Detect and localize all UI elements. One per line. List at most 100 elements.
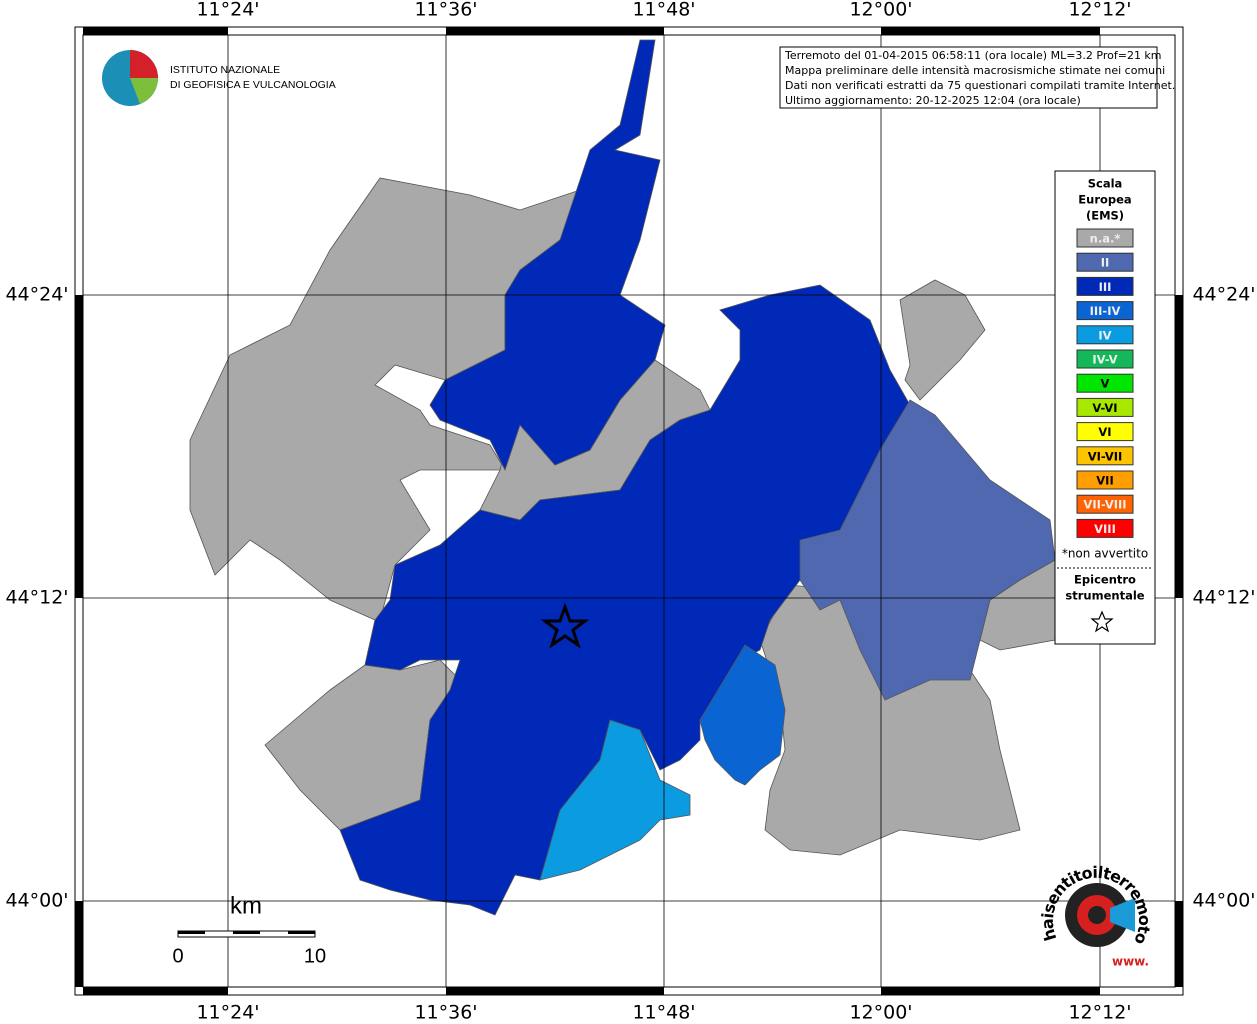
legend-label: VII <box>1096 474 1113 488</box>
frame-bar <box>1175 901 1183 987</box>
frame-bar <box>881 987 1100 995</box>
logo-segment <box>130 78 158 104</box>
legend-swatch <box>1076 252 1134 272</box>
x-tick-label: 12°00' <box>849 1002 912 1024</box>
x-tick-label: 11°48' <box>632 1002 695 1024</box>
x-tick-label: 11°36' <box>414 0 477 21</box>
region-ii <box>799 399 1056 701</box>
frame-bar <box>446 987 664 995</box>
frame-bar <box>1100 27 1175 35</box>
legend-swatch <box>1076 228 1134 248</box>
frame-bar <box>228 987 446 995</box>
frame-bar <box>446 27 664 35</box>
legend-swatch <box>1076 518 1134 538</box>
x-tick-label: 12°12' <box>1068 1002 1131 1024</box>
region-iv <box>539 719 691 881</box>
y-tick-label: 44°00' <box>1192 890 1255 912</box>
info-lines: Terremoto del 01-04-2015 06:58:11 (ora l… <box>784 49 1175 107</box>
x-tick-label: 11°24' <box>196 0 259 21</box>
site-logo-speaker <box>1110 898 1135 932</box>
logo-segment <box>130 50 158 78</box>
legend-swatch <box>1076 470 1134 490</box>
scale-bar-segment <box>233 931 260 934</box>
region-iii-iv <box>699 644 786 786</box>
legend-swatch <box>1076 494 1134 514</box>
frame-bar <box>664 27 881 35</box>
logo-text: ISTITUTO NAZIONALE <box>170 64 280 76</box>
info-line: Ultimo aggiornamento: 20-12-2025 12:04 (… <box>785 94 1081 107</box>
legend-label: VII-VIII <box>1083 498 1126 512</box>
frame-bar <box>1175 598 1183 901</box>
frame-bar <box>83 987 228 995</box>
legend-swatch <box>1076 446 1134 466</box>
frame-bar <box>83 27 228 35</box>
legend-title: (EMS) <box>1086 209 1124 223</box>
legend-label: n.a.* <box>1090 232 1121 246</box>
frame-bar <box>664 987 881 995</box>
legend-swatch <box>1076 325 1134 345</box>
info-box <box>779 46 1158 109</box>
legend-swatch <box>1076 397 1134 417</box>
legend-epicenter: strumentale <box>1065 589 1144 603</box>
info-line: Dati non verificati estratti da 75 quest… <box>785 79 1175 92</box>
legend: ScalaEuropea(EMS)n.a.*IIIIIIII-IVIVIV-VV… <box>1057 177 1153 633</box>
site-logo-ring <box>1088 906 1106 924</box>
frame-bar <box>881 27 1100 35</box>
frame-bar <box>75 598 83 901</box>
scale-unit: km <box>230 892 262 919</box>
epicenter-star <box>540 602 590 649</box>
legend-swatch <box>1076 373 1134 393</box>
legend-label: V <box>1101 377 1110 391</box>
frame-bar <box>75 35 83 295</box>
scale-bar-segment <box>288 931 315 934</box>
legend-label: IV-V <box>1092 353 1117 367</box>
x-tick-label: 12°12' <box>1068 0 1131 21</box>
region-na <box>899 279 986 401</box>
logo-text: DI GEOFISICA E VULCANOLOGIA <box>170 79 336 91</box>
frame-bar <box>75 901 83 987</box>
legend-swatch <box>1076 301 1134 321</box>
legend-label: III-IV <box>1090 304 1121 318</box>
legend-epicenter: Epicentro <box>1074 573 1136 587</box>
x-tick-label: 11°48' <box>632 0 695 21</box>
legend-title: Scala <box>1088 177 1123 191</box>
region-iii <box>339 284 911 916</box>
frame <box>74 26 1184 996</box>
frame-bar <box>1175 295 1183 598</box>
legend-swatch <box>1076 276 1134 296</box>
scale-bar-segment <box>178 931 205 934</box>
inst-logo: ISTITUTO NAZIONALE DI GEOFISICA E VULCAN… <box>102 50 336 106</box>
legend-label: VI-VII <box>1088 449 1123 463</box>
frame-bar <box>75 295 83 598</box>
legend-label: VIII <box>1094 522 1116 536</box>
frame-bar <box>1100 987 1175 995</box>
site-logo-prefix: www. <box>1112 955 1149 969</box>
legend-swatch <box>1076 349 1134 369</box>
x-tick-label: 12°00' <box>849 0 912 21</box>
y-tick-label: 44°00' <box>5 890 68 912</box>
info-line: Terremoto del 01-04-2015 06:58:11 (ora l… <box>784 49 1162 62</box>
legend-note: *non avvertito <box>1062 547 1148 561</box>
region-iii <box>429 39 666 472</box>
regions <box>189 39 1056 916</box>
legend-label: V-VI <box>1092 401 1117 415</box>
legend-label: II <box>1101 256 1110 270</box>
scale-bar: km 0 10 <box>172 892 326 967</box>
x-tick-label: 11°36' <box>414 1002 477 1024</box>
legend-star <box>1090 610 1114 633</box>
scale-label: 0 <box>172 945 183 967</box>
frame-bar <box>228 27 446 35</box>
frame-bar <box>1175 35 1183 295</box>
info-line: Mappa preliminare delle intensità macros… <box>785 64 1165 77</box>
x-tick-label: 11°24' <box>196 1002 259 1024</box>
y-tick-label: 44°24' <box>5 284 68 306</box>
legend-label: VI <box>1098 425 1111 439</box>
graticule: 11°24' 11°24' 11°36' 11°36' 11°48' 11°48' 12°0… <box>5 0 1255 1024</box>
legend-label: IV <box>1098 328 1111 342</box>
y-tick-label: 44°24' <box>1192 284 1255 306</box>
y-tick-label: 44°12' <box>1192 587 1255 609</box>
frame <box>82 34 1176 988</box>
legend-swatch <box>1076 422 1134 442</box>
